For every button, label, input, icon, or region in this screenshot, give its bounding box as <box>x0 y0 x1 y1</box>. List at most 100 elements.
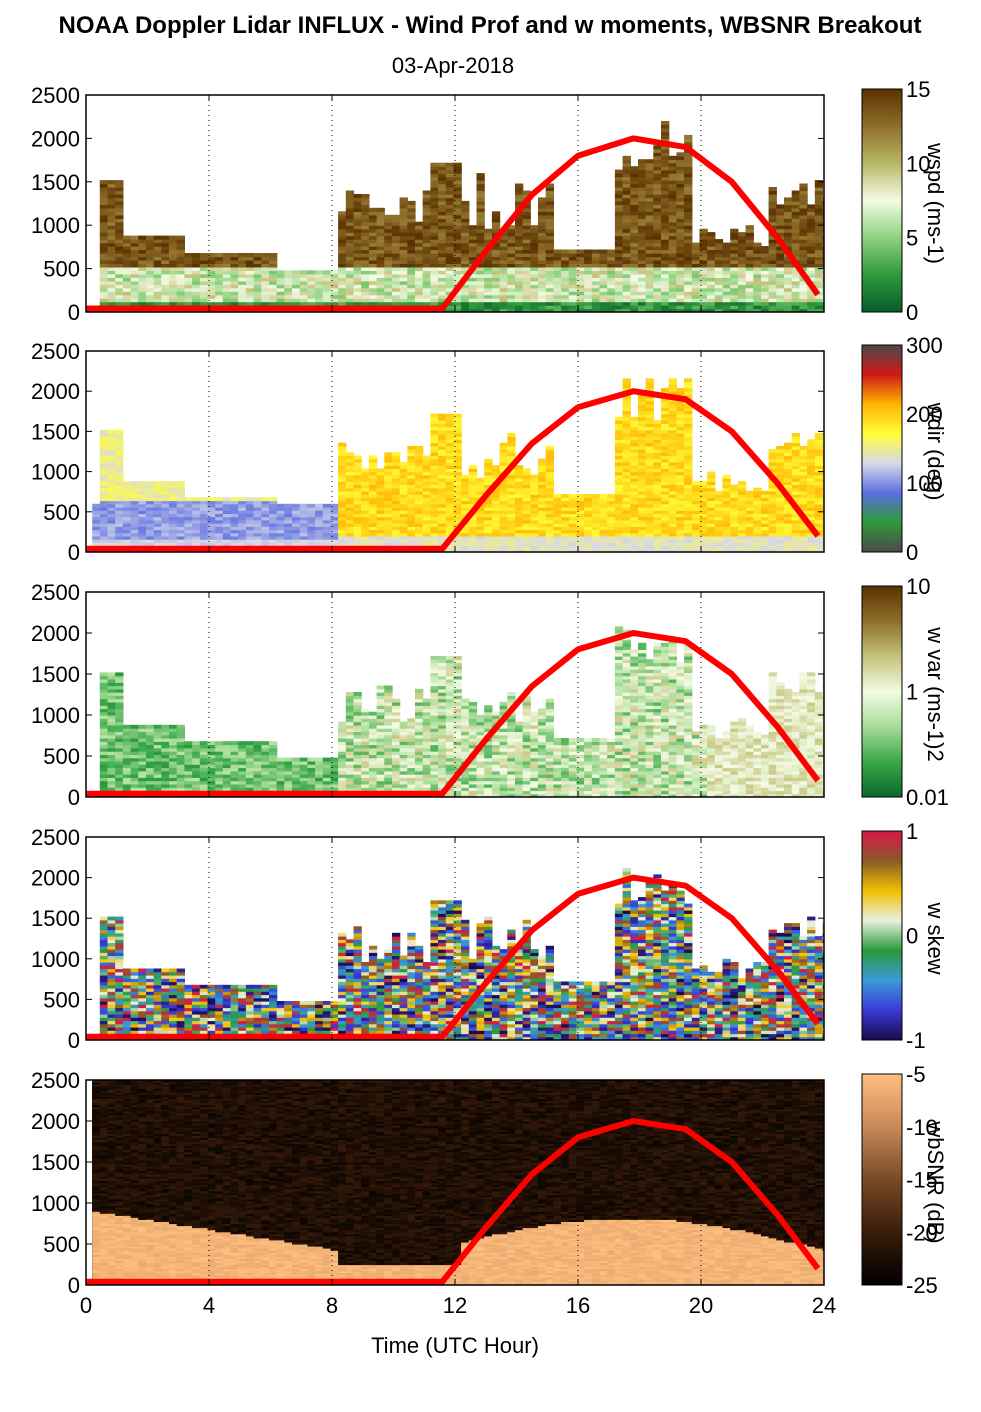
heatmap-cell <box>522 194 531 199</box>
heatmap-cell <box>791 197 800 202</box>
heatmap-cell <box>630 481 639 485</box>
heatmap-cell <box>814 235 824 240</box>
heatmap-cell <box>676 507 685 511</box>
heatmap-cell <box>438 249 447 254</box>
heatmap-cell <box>645 439 654 444</box>
heatmap-cell <box>146 513 155 518</box>
heatmap-cell <box>415 532 424 537</box>
heatmap-cell <box>722 494 731 498</box>
heatmap-cell <box>545 497 554 502</box>
heatmap-cell <box>445 468 455 473</box>
heatmap-cell <box>491 497 501 502</box>
heatmap-cell <box>146 500 155 505</box>
heatmap-cell <box>668 474 677 479</box>
heatmap-cell <box>515 235 524 240</box>
heatmap-cell <box>445 277 455 282</box>
heatmap-cell <box>676 169 685 174</box>
heatmap-cell <box>522 481 531 485</box>
heatmap-cell <box>814 242 824 247</box>
heatmap-cell <box>453 429 462 434</box>
heatmap-cell <box>345 239 355 244</box>
heatmap-cell <box>430 207 439 212</box>
heatmap-cell <box>737 481 747 485</box>
heatmap-cell <box>384 484 393 489</box>
heatmap-cell <box>653 445 662 450</box>
heatmap-cell <box>515 218 524 223</box>
heatmap-cell <box>807 263 816 268</box>
heatmap-cell <box>415 535 424 540</box>
heatmap-cell <box>353 519 362 524</box>
heatmap-cell <box>538 263 547 268</box>
heatmap-cell <box>422 263 431 268</box>
heatmap-cell <box>146 270 155 275</box>
heatmap-cell <box>207 284 216 289</box>
heatmap-cell <box>607 542 616 547</box>
heatmap-cell <box>353 294 362 299</box>
heatmap-cell <box>415 232 424 237</box>
heatmap-cell <box>269 500 278 505</box>
heatmap-cell <box>668 273 677 278</box>
heatmap-cell <box>730 542 739 547</box>
heatmap-cell <box>638 465 647 469</box>
heatmap-cell <box>384 539 393 543</box>
heatmap-cell <box>638 273 647 278</box>
heatmap-cell <box>714 503 724 508</box>
heatmap-cell <box>407 298 416 303</box>
heatmap-cell <box>561 270 570 275</box>
heatmap-cell <box>584 301 593 306</box>
heatmap-cell <box>653 190 662 195</box>
heatmap-cell <box>638 436 647 440</box>
heatmap-cell <box>545 465 554 469</box>
heatmap-cell <box>653 439 662 444</box>
heatmap-cell <box>222 287 232 292</box>
heatmap-cell <box>538 481 547 485</box>
heatmap-cell <box>661 131 670 136</box>
heatmap-cell <box>368 291 378 296</box>
heatmap-cell <box>668 391 677 395</box>
heatmap-cell <box>430 503 439 508</box>
heatmap-cell <box>684 176 693 181</box>
heatmap-cell <box>614 449 624 453</box>
heatmap-cell <box>245 503 255 508</box>
heatmap-cell <box>169 481 178 485</box>
heatmap-cell <box>515 256 524 261</box>
heatmap-cell <box>668 173 677 178</box>
heatmap-cell <box>653 148 662 153</box>
heatmap-cell <box>530 510 539 514</box>
heatmap-cell <box>499 263 508 268</box>
heatmap-cell <box>407 500 416 505</box>
heatmap-cell <box>115 529 124 534</box>
heatmap-cell <box>645 180 654 185</box>
heatmap-cell <box>192 301 201 306</box>
heatmap-cell <box>814 273 824 278</box>
heatmap-cell <box>645 273 654 278</box>
heatmap-cell <box>814 294 824 299</box>
heatmap-cell <box>638 253 647 258</box>
heatmap-cell <box>284 535 293 540</box>
heatmap-cell <box>768 204 777 209</box>
heatmap-cell <box>99 211 109 216</box>
heatmap-cell <box>361 284 370 289</box>
heatmap-cell <box>761 526 770 531</box>
heatmap-cell <box>461 542 470 547</box>
heatmap-cell <box>222 256 232 261</box>
heatmap-cell <box>207 291 216 296</box>
heatmap-cell <box>545 539 554 543</box>
heatmap-cell <box>491 523 501 527</box>
heatmap-cell <box>768 266 777 271</box>
heatmap-cell <box>368 284 378 289</box>
heatmap-cell <box>622 298 631 303</box>
heatmap-cell <box>292 298 301 303</box>
heatmap-cell <box>415 249 424 254</box>
heatmap-cell <box>530 253 539 258</box>
heatmap-cell <box>584 516 593 521</box>
heatmap-cell <box>338 294 347 299</box>
heatmap-cell <box>638 413 647 418</box>
heatmap-cell <box>638 449 647 453</box>
heatmap-cell <box>438 503 447 508</box>
figure-title: NOAA Doppler Lidar INFLUX - Wind Prof an… <box>59 12 922 39</box>
heatmap-cell <box>622 173 631 178</box>
heatmap-cell <box>384 259 393 264</box>
heatmap-cell <box>476 308 485 312</box>
heatmap-cell <box>676 391 685 395</box>
